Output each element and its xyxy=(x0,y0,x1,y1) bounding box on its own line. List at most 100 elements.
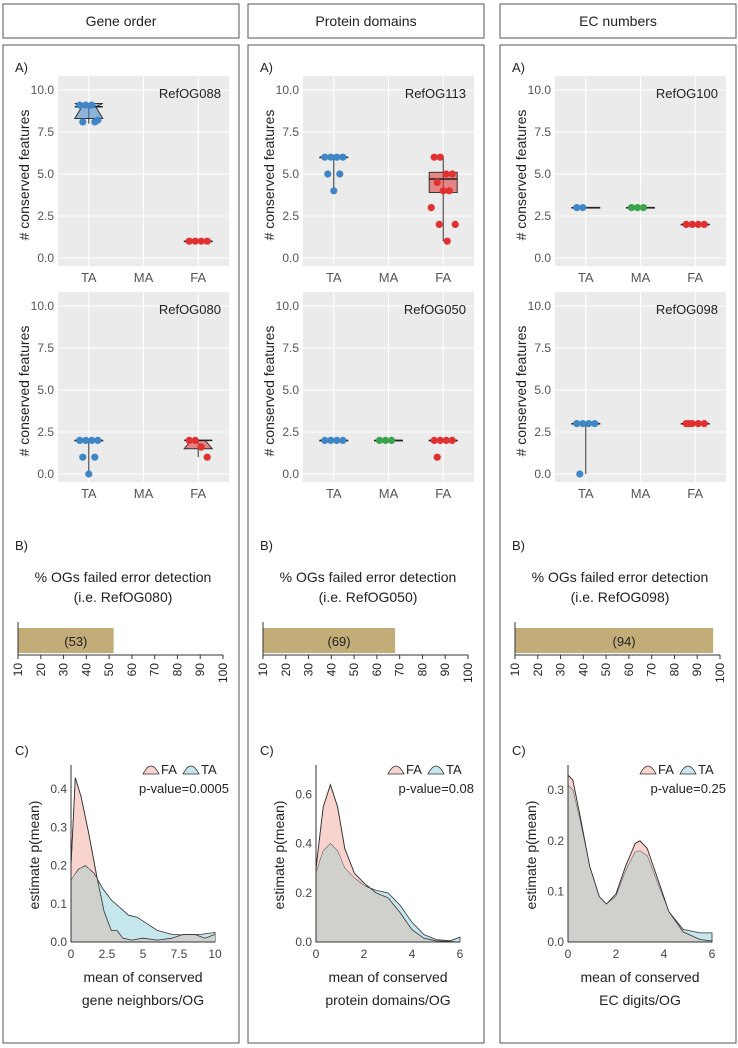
bar-value-label: (94) xyxy=(613,634,636,649)
box-group-fa xyxy=(428,436,458,461)
density-x-tick-label: 2 xyxy=(361,947,368,961)
y-tick-label: 7.5 xyxy=(534,341,551,355)
x-tick-label: TA xyxy=(578,270,594,285)
panel-b-label: B) xyxy=(15,538,28,553)
density-overlap-area xyxy=(568,785,712,942)
y-tick-label: 5.0 xyxy=(282,167,299,181)
data-point xyxy=(76,101,84,109)
legend-fa-swatch xyxy=(142,765,160,775)
data-point xyxy=(76,436,84,444)
bar-tick-label: 50 xyxy=(102,663,116,677)
y-tick-label: 0.0 xyxy=(37,251,54,265)
bar-tick-label: 80 xyxy=(415,663,429,677)
column-header: EC numbers xyxy=(579,13,657,29)
bar-tick-label: 30 xyxy=(302,663,316,677)
data-point xyxy=(688,220,696,228)
y-tick-label: 2.5 xyxy=(282,425,299,439)
data-point xyxy=(88,101,96,109)
x-tick-label: FA xyxy=(687,486,703,501)
bar-tick-label: 70 xyxy=(148,663,162,677)
data-point xyxy=(330,187,338,195)
bar-tick-label: 30 xyxy=(57,663,71,677)
bar-tick-label: 70 xyxy=(393,663,407,677)
data-point xyxy=(579,204,587,212)
y-tick-label: 0.0 xyxy=(534,251,551,265)
y-tick-label: 0.0 xyxy=(282,467,299,481)
x-tick-label: FA xyxy=(687,270,703,285)
box-group-ta xyxy=(73,101,104,126)
data-point xyxy=(79,118,87,126)
x-tick-label: MA xyxy=(134,270,154,285)
data-point xyxy=(336,170,344,178)
data-point xyxy=(579,420,587,428)
bar-value-label: (69) xyxy=(327,634,350,649)
bar-tick-label: 60 xyxy=(622,663,636,677)
data-point xyxy=(387,436,396,444)
box-group-fa xyxy=(183,436,214,461)
bar-tick-label: 50 xyxy=(347,663,361,677)
bar-tick-label: 40 xyxy=(576,663,590,677)
plot-title: RefOG080 xyxy=(159,302,221,317)
y-tick-label: 7.5 xyxy=(37,125,54,139)
density-plot: 0.0 0.2 0.4 0.6 0 2 4 6 estimate p(mean) mean of … xyxy=(271,762,474,1008)
data-point xyxy=(197,443,205,451)
data-point xyxy=(573,204,581,212)
density-y-tick-label: 0.1 xyxy=(547,884,564,898)
density-x-tick-label: 0 xyxy=(68,947,75,961)
data-point xyxy=(327,436,335,444)
legend-fa-swatch xyxy=(387,765,405,775)
column-0: Gene order A) B) C) 0.0 2.5 5.0 7.5 10.0 TA MA FA # … xyxy=(2,3,240,1044)
bar-subtitle: (i.e. RefOG050) xyxy=(319,589,418,605)
x-tick-label: FA xyxy=(435,486,451,501)
y-tick-label: 7.5 xyxy=(37,341,54,355)
data-point xyxy=(433,178,441,186)
data-point xyxy=(79,453,87,461)
panel-a-label: A) xyxy=(15,60,28,75)
density-fa-line xyxy=(70,777,216,942)
density-y-label: estimate p(mean) xyxy=(271,801,287,910)
y-tick-label: 2.5 xyxy=(534,425,551,439)
data-point xyxy=(430,153,438,161)
density-x-label-line1: mean of conserved xyxy=(580,969,699,985)
data-point xyxy=(94,436,102,444)
data-point xyxy=(197,237,205,245)
data-point xyxy=(591,420,599,428)
y-tick-label: 10.0 xyxy=(31,83,55,97)
bar-tick-label: 90 xyxy=(438,663,452,677)
plot-title: RefOG098 xyxy=(656,302,718,317)
box-group-ma xyxy=(374,436,403,444)
bar-tick-label: 30 xyxy=(554,663,568,677)
column-header: Protein domains xyxy=(315,13,416,29)
y-tick-label: 2.5 xyxy=(37,209,54,223)
bar-tick-label: 100 xyxy=(216,663,230,683)
legend-ta-label: TA xyxy=(446,762,462,777)
panel-b-label: B) xyxy=(260,538,273,553)
data-point xyxy=(448,436,456,444)
bar-tick-label: 20 xyxy=(531,663,545,677)
data-point xyxy=(435,220,443,228)
data-point xyxy=(324,170,332,178)
data-point xyxy=(633,204,642,212)
data-point xyxy=(91,453,99,461)
x-tick-label: MA xyxy=(379,486,399,501)
bar-fill xyxy=(515,628,714,653)
density-y-tick-label: 0.2 xyxy=(295,886,312,900)
y-tick-label: 5.0 xyxy=(37,383,54,397)
y-tick-label: 5.0 xyxy=(534,383,551,397)
pvalue-label: p-value=0.0005 xyxy=(139,781,229,796)
y-tick-label: 0.0 xyxy=(37,467,54,481)
data-point xyxy=(185,237,193,245)
y-axis-label: # conserved features xyxy=(513,110,529,241)
plot-title: RefOG100 xyxy=(656,86,718,101)
boxplot-1: 0.0 2.5 5.0 7.5 10.0 TA MA FA # conserved featur… xyxy=(513,292,726,501)
bar-subtitle: (i.e. RefOG098) xyxy=(571,589,670,605)
y-tick-label: 7.5 xyxy=(282,341,299,355)
y-tick-label: 10.0 xyxy=(276,299,300,313)
density-overlap-area xyxy=(316,843,460,942)
legend-fa-label: FA xyxy=(406,762,422,777)
data-point xyxy=(682,220,690,228)
density-x-label-line2: EC digits/OG xyxy=(599,992,681,1008)
panel-a-label: A) xyxy=(260,60,273,75)
boxplot-0: 0.0 2.5 5.0 7.5 10.0 TA MA FA # conserved featur… xyxy=(16,76,229,285)
density-fa-line xyxy=(567,774,713,942)
